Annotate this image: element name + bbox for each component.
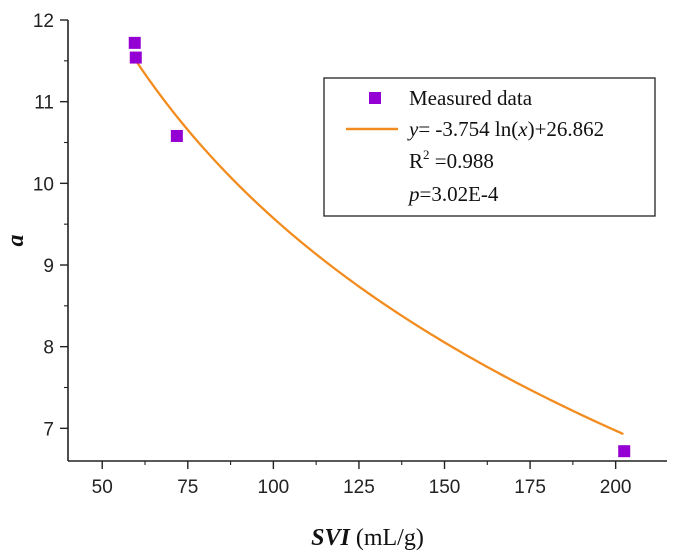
legend-equation-y: y [407, 117, 419, 141]
y-tick-label: 12 [33, 11, 54, 32]
legend-label-r2: R2 =0.988 [409, 147, 494, 173]
data-point [128, 36, 141, 49]
legend-r2-value: =0.988 [430, 149, 494, 173]
x-tick-label: 200 [600, 477, 632, 498]
legend-equation-main: = -3.754 ln( [418, 117, 518, 141]
y-tick-label: 8 [43, 338, 54, 359]
y-tick-label: 11 [34, 93, 54, 114]
y-tick-label: 7 [43, 419, 54, 440]
legend-label-measured: Measured data [409, 86, 533, 110]
x-tick-label: 75 [177, 477, 198, 498]
x-tick-label: 175 [514, 477, 546, 498]
y-tick-label: 9 [43, 256, 54, 277]
axes-layer: 50 75 100 125 150 175 200 7 8 9 10 11 12 SVI (mL/g) a [3, 11, 667, 551]
legend-label-equation: y= -3.754 ln(x)+26.862 [407, 117, 604, 141]
x-tick-label: 100 [258, 477, 290, 498]
legend-r-superscript: 2 [423, 147, 430, 162]
x-axis-label-var: SVI [311, 525, 351, 551]
legend-equation-x: x [517, 117, 528, 141]
data-point [170, 129, 183, 142]
fit-curve [133, 57, 624, 435]
legend-p-value: =3.02E-4 [420, 182, 499, 206]
y-axis-label: a [3, 235, 29, 247]
legend-marker-measured [369, 92, 381, 104]
data-point [618, 445, 631, 458]
x-axis-label: SVI (mL/g) [311, 525, 424, 551]
fit-layer [133, 57, 624, 435]
y-tick-label: 10 [33, 174, 54, 195]
data-point [129, 51, 142, 64]
legend-label-p: p=3.02E-4 [407, 182, 499, 206]
points-layer [128, 36, 631, 458]
x-tick-label: 125 [343, 477, 375, 498]
legend-r: R [409, 149, 423, 173]
x-axis-label-unit: (mL/g) [350, 525, 424, 551]
legend-equation-suffix: )+26.862 [528, 117, 605, 141]
x-tick-label: 150 [429, 477, 461, 498]
legend-layer: Measured data y= -3.754 ln(x)+26.862 R2 =0… [323, 77, 656, 217]
legend-p: p [407, 182, 420, 206]
x-tick-label: 50 [92, 477, 113, 498]
